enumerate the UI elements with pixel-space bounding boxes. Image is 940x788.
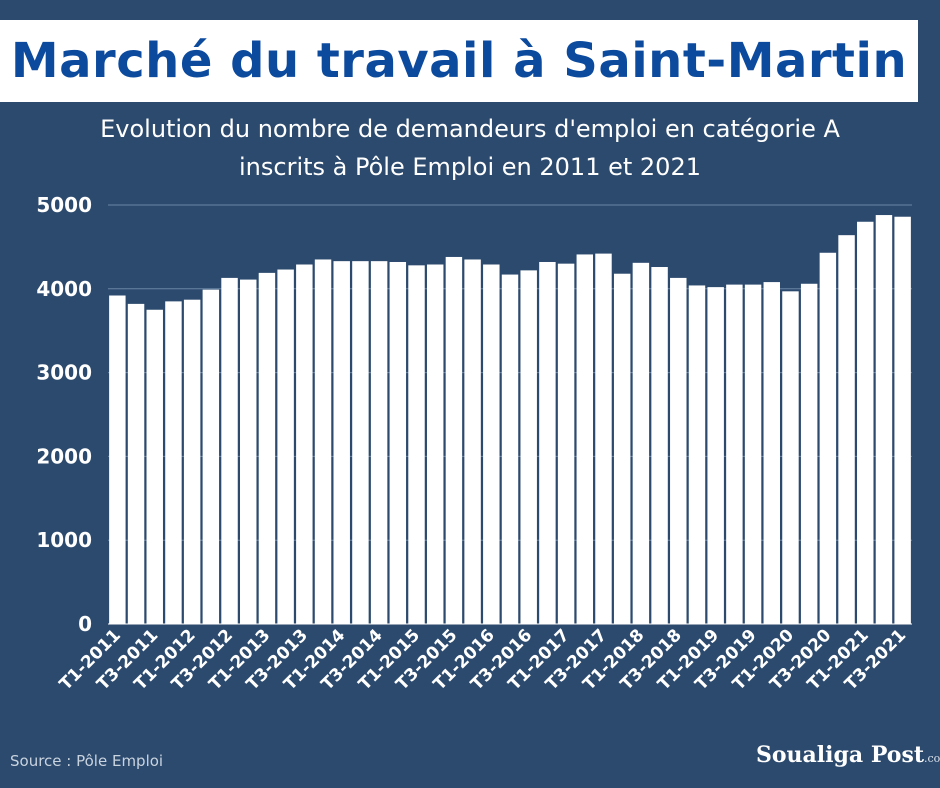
source-note: Source : Pôle Emploi — [10, 752, 164, 770]
bar-T3-2016 — [520, 270, 537, 624]
bar-T2-2014 — [352, 261, 369, 624]
bar-T2-2013 — [277, 269, 294, 624]
bar-T4-2011 — [165, 301, 182, 624]
bar-T1-2012 — [183, 299, 201, 624]
y-tick-label: 3000 — [36, 361, 92, 385]
bar-T4-2020 — [838, 235, 855, 624]
bar-T3-2011 — [146, 309, 163, 624]
bar-T3-2019 — [744, 284, 762, 624]
title-banner: Marché du travail à Saint-Martin — [0, 20, 918, 102]
y-tick-label: 2000 — [36, 444, 92, 468]
bar-T1-2018 — [632, 262, 650, 624]
bar-T4-2018 — [688, 285, 706, 624]
y-tick-label: 1000 — [36, 528, 92, 552]
bar-T3-2013 — [296, 264, 313, 624]
bar-T1-2017 — [557, 263, 575, 624]
bar-T2-2019 — [726, 284, 743, 624]
bar-T3-2021 — [894, 216, 911, 624]
bar-T4-2014 — [389, 261, 407, 624]
page-title: Marché du travail à Saint-Martin — [10, 33, 908, 89]
bar-T4-2016 — [539, 261, 556, 624]
bar-T1-2011 — [109, 295, 126, 624]
bar-T1-2016 — [483, 264, 500, 624]
bar-T2-2016 — [501, 274, 519, 624]
bar-T1-2019 — [707, 287, 724, 624]
y-tick-label: 5000 — [36, 193, 92, 217]
bar-T2-2012 — [202, 289, 220, 624]
bar-T1-2020 — [782, 291, 799, 624]
chart-subtitle: Evolution du nombre de demandeurs d'empl… — [0, 110, 940, 186]
subtitle-line-1: Evolution du nombre de demandeurs d'empl… — [100, 115, 840, 143]
bar-T2-2017 — [576, 254, 594, 624]
bar-T3-2020 — [819, 252, 837, 625]
bar-T4-2015 — [464, 259, 481, 624]
y-tick-label: 0 — [78, 612, 92, 636]
bar-T4-2013 — [314, 259, 332, 624]
bar-T4-2012 — [240, 279, 257, 624]
bar-T1-2021 — [857, 221, 874, 624]
bar-T2-2018 — [651, 267, 668, 624]
bar-T3-2014 — [370, 261, 388, 624]
brand-logo: Soualiga Post.com — [756, 742, 940, 768]
bar-T3-2012 — [221, 277, 238, 624]
bar-T4-2017 — [613, 273, 631, 624]
bar-T3-2017 — [595, 253, 612, 624]
bar-T3-2015 — [445, 256, 463, 624]
y-tick-label: 4000 — [36, 277, 92, 301]
bar-T2-2015 — [426, 264, 444, 624]
logo-suffix: .com — [924, 752, 940, 765]
bar-T1-2015 — [408, 265, 425, 624]
bar-T2-2011 — [127, 303, 145, 624]
bar-T4-2019 — [763, 282, 780, 624]
subtitle-line-2: inscrits à Pôle Emploi en 2011 et 2021 — [239, 153, 701, 181]
bar-T2-2020 — [800, 283, 818, 624]
bar-T3-2018 — [670, 277, 687, 624]
bar-T2-2021 — [875, 215, 893, 624]
bar-T1-2014 — [333, 261, 350, 624]
logo-text: Soualiga Post — [756, 742, 924, 768]
bar-T1-2013 — [258, 272, 276, 624]
